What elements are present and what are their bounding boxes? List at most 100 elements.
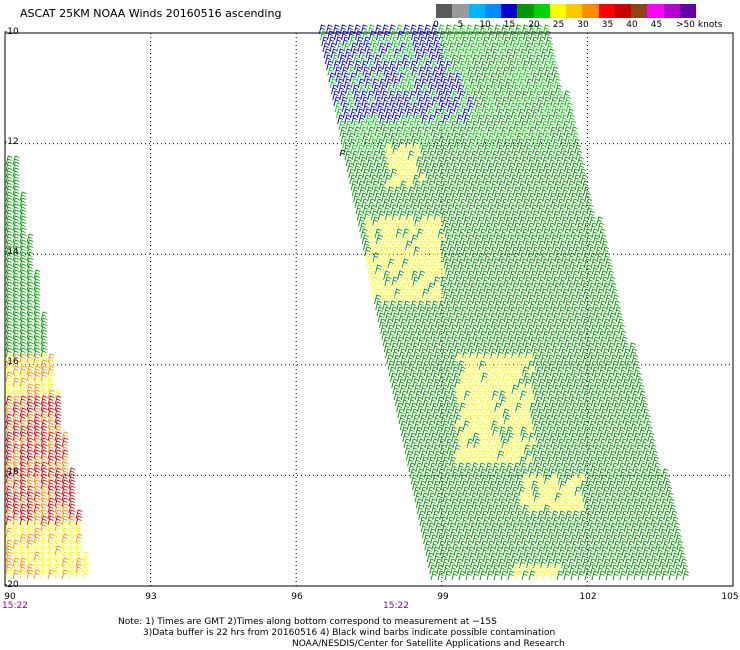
wind-barb [326,60,334,71]
wind-barb [496,480,503,491]
wind-barb [397,342,405,353]
wind-barb [12,563,20,574]
wind-barb [426,276,434,287]
wind-barb [26,509,34,520]
wind-barb [448,78,456,89]
wind-barb [478,258,486,269]
wind-barb [543,60,551,71]
wind-barb [615,516,623,527]
wind-barb [12,521,20,532]
wind-barb [456,216,463,227]
wind-barb [555,462,563,473]
wind-barb [606,402,614,413]
wind-barb [489,552,497,563]
wind-barb [376,306,384,317]
wind-barb [461,450,469,461]
wind-barb [559,378,567,389]
wind-barb [435,216,442,227]
wind-barb [425,444,433,455]
wind-barb [387,360,395,371]
wind-barb [484,390,492,401]
wind-barb [449,150,457,161]
wind-barb [449,114,457,125]
wind-barb [406,42,414,53]
wind-barb [402,228,410,239]
wind-barb [525,78,533,89]
wind-barb [415,84,422,95]
wind-barb [552,138,559,149]
wind-barb [555,222,563,233]
wind-barb [626,432,634,443]
wind-barb [535,24,543,35]
wind-barb [573,138,580,149]
wind-barb [328,72,336,83]
wind-barb [459,540,467,551]
wind-barb [494,336,502,347]
wind-barb [620,540,628,551]
wind-barb [436,498,444,509]
wind-barb [590,360,598,371]
wind-barb [537,342,545,353]
wind-barb [472,570,480,581]
wind-barb [578,198,586,209]
wind-barb [12,443,20,454]
wind-barb [587,414,595,425]
wind-barb [581,420,589,431]
wind-barb [442,186,450,197]
wind-barb [12,287,20,298]
wind-barb [47,539,55,550]
wind-barb [533,216,540,227]
wind-barb [506,396,514,407]
wind-barb [596,456,604,467]
wind-barb [680,558,687,569]
wind-barb [470,48,478,59]
wind-barb [428,186,436,197]
wind-barb [366,222,374,233]
wind-barb [436,258,444,269]
wind-barb [567,522,575,533]
wind-barb [452,60,460,71]
wind-barb [468,450,476,461]
wind-barb [588,486,596,497]
wind-barb [12,389,20,400]
wind-barb [581,180,589,191]
wind-barb [381,24,389,35]
wind-barb [490,78,498,89]
wind-barb [400,48,408,59]
wind-barb [672,522,680,533]
wind-barb [580,276,588,287]
wind-barb [451,366,459,377]
wind-barb [407,48,415,59]
wind-barb [419,138,426,149]
wind-barb [566,378,574,389]
wind-barb [554,114,562,125]
wind-barb [437,228,445,239]
wind-barb [652,456,660,467]
wind-barb [561,354,569,365]
wind-barb [535,330,543,341]
wind-barb [522,132,530,143]
wind-barb [443,222,451,233]
wind-barb [584,534,592,545]
wind-barb [398,174,406,185]
wind-barb [604,498,612,509]
wind-barb [411,240,419,251]
wind-barb [47,473,55,484]
wind-barb [463,114,471,125]
wind-barb [447,210,455,221]
wind-barb [435,528,443,539]
wind-barb [504,318,512,329]
wind-barb [440,138,447,149]
wind-barb [488,342,496,353]
wind-barb [367,192,375,203]
wind-barb [509,546,517,557]
wind-barb [443,426,450,437]
wind-barb [406,144,414,155]
wind-barb [626,468,634,479]
wind-barb [558,204,566,215]
wind-barb [570,264,578,275]
wind-barb [19,443,27,454]
wind-barb [433,312,441,323]
wind-barb [581,318,589,329]
wind-barb [548,564,556,575]
